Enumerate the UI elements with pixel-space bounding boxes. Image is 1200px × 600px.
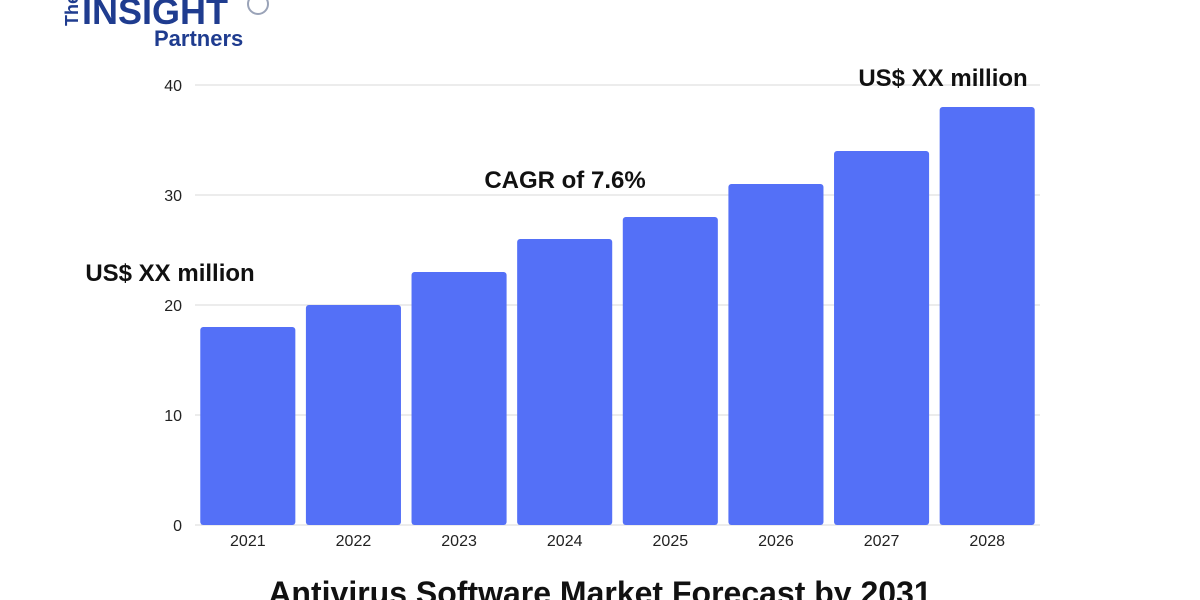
bar-2026 (728, 184, 824, 525)
chart-title: Antivirus Software Market Forecast by 20… (268, 575, 931, 600)
bar-2028 (939, 107, 1035, 525)
bar-2023 (411, 272, 507, 525)
x-tick-label: 2022 (336, 533, 372, 550)
y-tick-label: 20 (164, 298, 182, 315)
bar-2027 (834, 151, 930, 525)
logo-text-partners: Partners (154, 26, 243, 51)
y-tick-label: 0 (173, 518, 182, 535)
y-axis-ticks: 0 10 20 30 40 (164, 78, 182, 535)
bars (200, 107, 1035, 525)
bar-2025 (622, 217, 718, 525)
x-axis-ticks: 2021 2022 2023 2024 2025 2026 2027 2028 (230, 533, 1005, 550)
annotation-end-value: US$ XX million (858, 65, 1027, 92)
insight-partners-logo: The INSIGHT Partners (62, 0, 269, 51)
logo-text-insight: INSIGHT (82, 0, 228, 32)
x-tick-label: 2021 (230, 533, 266, 550)
annotation-cagr: CAGR of 7.6% (484, 167, 645, 194)
x-tick-label: 2027 (864, 533, 900, 550)
bar-2024 (517, 239, 613, 525)
y-tick-label: 40 (164, 78, 182, 95)
y-tick-label: 30 (164, 188, 182, 205)
logo-text-the: The (62, 0, 82, 26)
x-tick-label: 2025 (653, 533, 689, 550)
bar-2022 (305, 305, 401, 525)
bar-2021 (200, 327, 296, 525)
x-tick-label: 2023 (441, 533, 477, 550)
x-tick-label: 2028 (969, 533, 1005, 550)
y-tick-label: 10 (164, 408, 182, 425)
logo-magnifier-icon (247, 0, 269, 15)
annotation-start-value: US$ XX million (85, 260, 254, 287)
x-tick-label: 2026 (758, 533, 794, 550)
x-tick-label: 2024 (547, 533, 583, 550)
